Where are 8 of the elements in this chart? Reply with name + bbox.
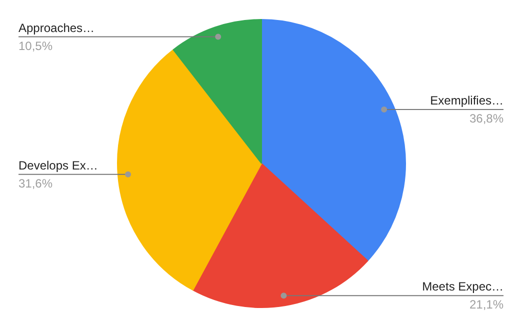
- data-label: 21,1%: [469, 298, 504, 312]
- slice-label: Approaches…: [18, 20, 95, 35]
- data-label: 31,6%: [18, 176, 53, 190]
- data-label: 36,8%: [469, 112, 504, 126]
- data-label: 10,5%: [18, 38, 53, 53]
- slice-label: Meets Expec…: [422, 280, 504, 294]
- slice-label: Exemplifies…: [430, 94, 504, 108]
- slice-label: Develops Ex…: [18, 158, 98, 172]
